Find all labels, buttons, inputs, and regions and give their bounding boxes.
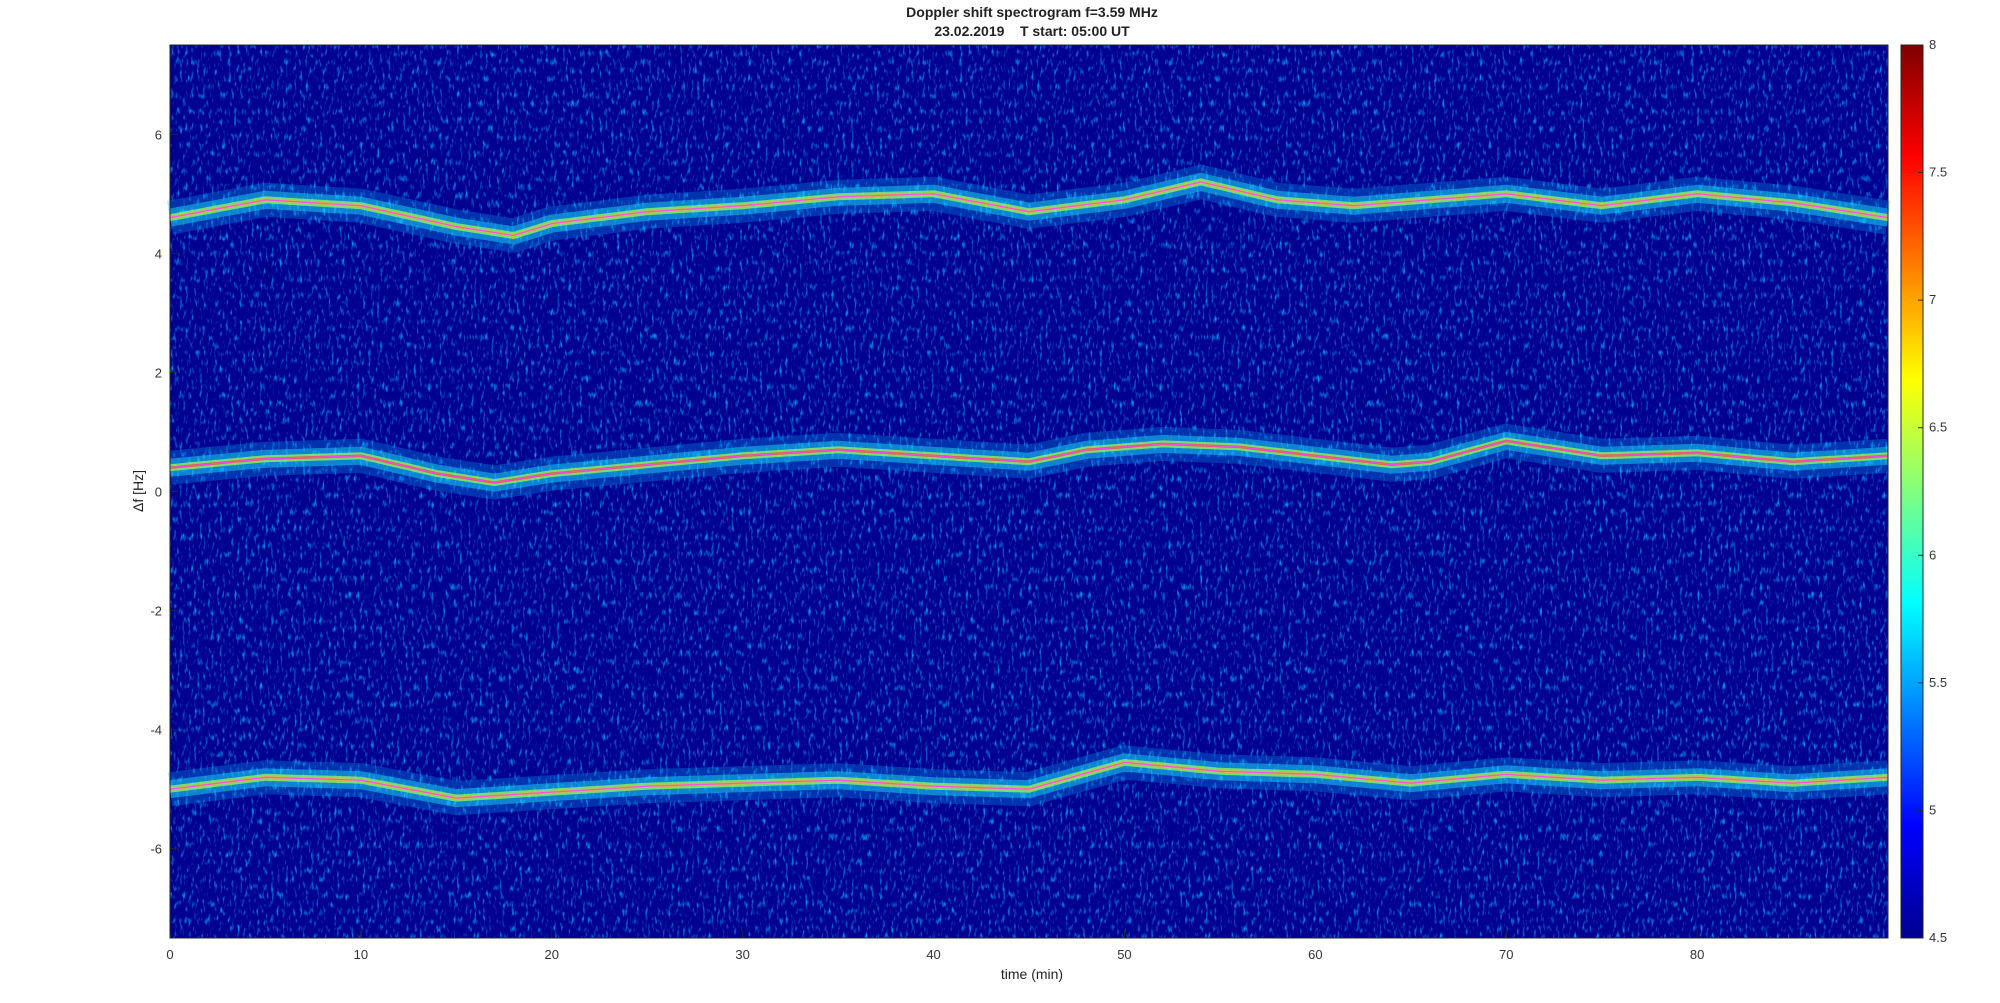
plot-area [167, 44, 1891, 939]
colorbar: 8 7.5 7 6.5 6 5.5 5 4.5 [1900, 37, 1947, 945]
x-tick-label: 10 [354, 947, 368, 962]
colorbar-tick-label: 7 [1929, 292, 1936, 307]
y-axis-label: Δf [Hz] [130, 470, 146, 512]
x-tick-label: 70 [1499, 947, 1513, 962]
y-tick-label: 6 [155, 127, 162, 142]
x-tick-label: 0 [166, 947, 173, 962]
chart-title: Doppler shift spectrogram f=3.59 MHz [906, 4, 1158, 20]
colorbar-gradient [1900, 44, 1924, 939]
x-tick-label: 80 [1690, 947, 1704, 962]
x-tick-label: 50 [1117, 947, 1131, 962]
colorbar-tick-label: 6.5 [1929, 420, 1947, 435]
y-tick-label: -6 [150, 842, 162, 857]
x-axis-label: time (min) [1001, 966, 1063, 982]
colorbar-tick-label: 5.5 [1929, 675, 1947, 690]
colorbar-ticks: 8 7.5 7 6.5 6 5.5 5 4.5 [1918, 37, 1947, 945]
x-axis: 0 10 20 30 40 50 60 70 80 [166, 930, 1704, 962]
colorbar-tick-label: 4.5 [1929, 930, 1947, 945]
colorbar-tick-label: 7.5 [1929, 165, 1947, 180]
y-tick-label: 2 [155, 365, 162, 380]
chart-subtitle: 23.02.2019 T start: 05:00 UT [934, 23, 1130, 39]
colorbar-tick-label: 5 [1929, 802, 1936, 817]
y-tick-label: -2 [150, 604, 162, 619]
colorbar-tick-label: 8 [1929, 37, 1936, 52]
y-tick-label: 4 [155, 246, 162, 261]
x-tick-label: 20 [545, 947, 559, 962]
x-tick-label: 30 [735, 947, 749, 962]
colorbar-tick-label: 6 [1929, 547, 1936, 562]
y-tick-label: -4 [150, 723, 162, 738]
trace-lines [169, 181, 1889, 799]
y-axis: 6 4 2 0 -2 -4 -6 [150, 127, 178, 857]
series-line [169, 761, 1889, 799]
x-tick-label: 60 [1308, 947, 1322, 962]
series-line [169, 440, 1889, 484]
x-tick-label: 40 [926, 947, 940, 962]
y-tick-label: 0 [155, 485, 162, 500]
series-line [169, 181, 1889, 237]
